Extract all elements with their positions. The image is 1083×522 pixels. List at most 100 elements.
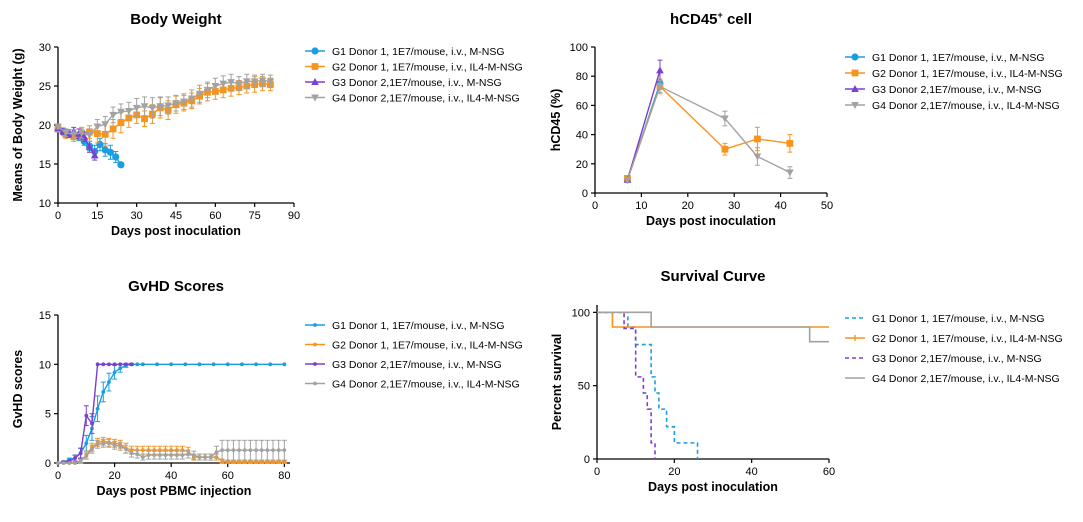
data-point (282, 448, 287, 453)
y-tick-label: 100 (572, 307, 590, 319)
data-point (101, 441, 106, 446)
x-tick-label: 30 (131, 210, 143, 222)
chart-hcd: hCD45+ cell 0 20 40 60 80 100 0 10 20 30 40 50 Days p… (549, 10, 1063, 228)
data-point (140, 448, 145, 453)
data-point (84, 454, 89, 458)
data-point (258, 77, 267, 85)
series-line (597, 311, 829, 328)
y-tick-label: 50 (578, 381, 590, 393)
data-point (231, 460, 236, 464)
x-tick-label: 10 (635, 200, 647, 212)
data-point (101, 121, 109, 129)
data-point (107, 362, 111, 367)
x-tick-label: 60 (209, 210, 221, 222)
series-g3 (597, 311, 656, 459)
series-g3 (623, 59, 664, 183)
y-tick-label: 15 (39, 159, 51, 171)
chart-surv: Survival Curve 0 50 100 0 20 40 60 Days post ino… (550, 268, 1063, 494)
x-tick-label: 0 (594, 466, 600, 478)
data-point (786, 139, 794, 147)
data-point (129, 362, 134, 367)
legend-label-g1: G1 Donor 1, 1E7/mouse, i.v., M-NSG (332, 46, 505, 58)
legend-label-g3: G3 Donor 2,1E7/mouse, i.v., M-NSG (872, 84, 1042, 96)
data-point (129, 451, 134, 456)
data-point (56, 461, 60, 465)
data-point (237, 460, 241, 464)
data-point (155, 362, 159, 367)
chart-title: hCD45+ cell (670, 10, 752, 28)
y-tick-label: 15 (39, 310, 51, 322)
y-tick-label: 80 (576, 71, 588, 83)
legend-label-g3: G3 Donor 2,1E7/mouse, i.v., M-NSG (872, 353, 1042, 365)
data-point (250, 78, 259, 86)
x-axis-label: Days post PBMC injection (97, 484, 252, 498)
data-point (85, 142, 94, 150)
data-point (203, 86, 212, 94)
data-point (259, 460, 264, 464)
data-point (152, 453, 157, 458)
data-point (112, 153, 120, 161)
data-point (187, 95, 196, 103)
legend-label-g2: G2 Donor 1, 1E7/mouse, i.v., IL4-M-NSG (872, 333, 1063, 345)
legend-marker-g3 (311, 78, 319, 85)
data-point (164, 102, 172, 110)
data-point (220, 448, 224, 453)
legend-label-g2: G2 Donor 1, 1E7/mouse, i.v., IL4-M-NSG (332, 62, 523, 74)
legend-label-g4: G4 Donor 2,1E7/mouse, i.v., IL4-M-NSG (872, 100, 1060, 112)
data-point (219, 80, 227, 88)
data-point (180, 98, 188, 106)
data-point (135, 452, 140, 457)
legend-label-g1: G1 Donor 1, 1E7/mouse, i.v., M-NSG (872, 52, 1045, 64)
data-point (107, 441, 111, 446)
data-point (148, 104, 157, 112)
data-point (93, 123, 102, 131)
series-line (626, 85, 790, 179)
y-axis-label: Means of Body Weight (g) (11, 48, 25, 201)
x-tick-label: 20 (668, 466, 680, 478)
x-tick-label: 60 (823, 466, 835, 478)
data-point (73, 456, 77, 460)
data-point (225, 448, 230, 453)
data-point (248, 460, 253, 464)
y-tick-label: 5 (45, 409, 51, 421)
chart-gvhd: GvHD Scores 0 5 10 15 0 20 40 60 80 Days post PBMC… (11, 278, 523, 498)
series-line (597, 311, 829, 343)
y-tick-label: 0 (584, 454, 590, 466)
y-axis-label: GvHD scores (11, 350, 25, 429)
data-point (112, 362, 117, 367)
series-g2 (597, 311, 829, 328)
data-point (135, 362, 140, 367)
data-point (117, 119, 125, 127)
data-point (77, 129, 86, 137)
y-tick-label: 0 (582, 188, 588, 200)
y-tick-label: 20 (39, 120, 51, 132)
data-point (90, 447, 94, 452)
data-point (146, 453, 151, 458)
data-point (242, 460, 247, 464)
title-superscript: + (718, 10, 723, 20)
data-point (107, 380, 111, 384)
series-g4 (597, 311, 829, 343)
y-tick-label: 0 (45, 458, 51, 470)
y-axis-label: Percent survival (550, 334, 564, 431)
legend-marker-g1 (851, 53, 859, 61)
series-line (57, 82, 271, 138)
data-point (265, 460, 270, 464)
legend-label-g3: G3 Donor 2,1E7/mouse, i.v., M-NSG (332, 359, 502, 371)
data-point (227, 79, 235, 87)
legend-marker-g1 (311, 47, 319, 55)
legend-label-g1: G1 Donor 1, 1E7/mouse, i.v., M-NSG (872, 313, 1045, 325)
data-point (101, 390, 106, 394)
data-point (282, 362, 287, 367)
data-point (95, 406, 100, 411)
data-point (172, 100, 180, 108)
x-tick-label: 60 (222, 470, 234, 482)
data-point (117, 161, 125, 169)
data-point (254, 362, 258, 367)
data-point (163, 453, 168, 458)
data-point (78, 459, 83, 463)
data-point (259, 448, 264, 453)
legend-label-g2: G2 Donor 1, 1E7/mouse, i.v., IL4-M-NSG (872, 68, 1063, 80)
legend-marker-g4 (313, 381, 317, 386)
